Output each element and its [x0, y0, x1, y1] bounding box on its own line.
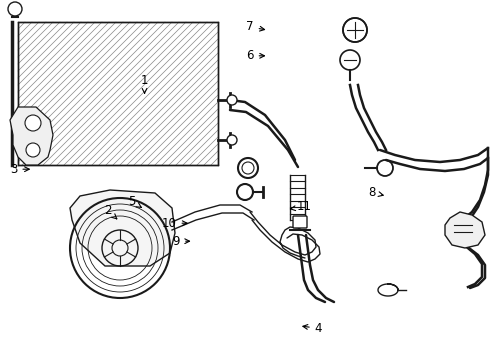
- Text: 1: 1: [141, 75, 148, 94]
- Text: 10: 10: [162, 217, 187, 230]
- Text: 8: 8: [368, 186, 383, 199]
- Polygon shape: [70, 190, 175, 266]
- FancyBboxPatch shape: [293, 216, 307, 228]
- Text: 9: 9: [172, 235, 190, 248]
- Polygon shape: [10, 107, 53, 165]
- Bar: [18, 22, 218, 165]
- Circle shape: [343, 18, 367, 42]
- Circle shape: [26, 143, 40, 157]
- Circle shape: [227, 95, 237, 105]
- Text: 11: 11: [291, 201, 311, 213]
- Text: 2: 2: [104, 204, 117, 219]
- Polygon shape: [445, 212, 485, 248]
- Text: 6: 6: [246, 49, 265, 62]
- Circle shape: [227, 135, 237, 145]
- Text: 7: 7: [246, 21, 265, 33]
- Text: 5: 5: [128, 195, 142, 208]
- Text: 4: 4: [303, 322, 322, 335]
- Circle shape: [25, 115, 41, 131]
- Circle shape: [8, 2, 22, 16]
- Circle shape: [340, 50, 360, 70]
- Text: 3: 3: [10, 163, 29, 176]
